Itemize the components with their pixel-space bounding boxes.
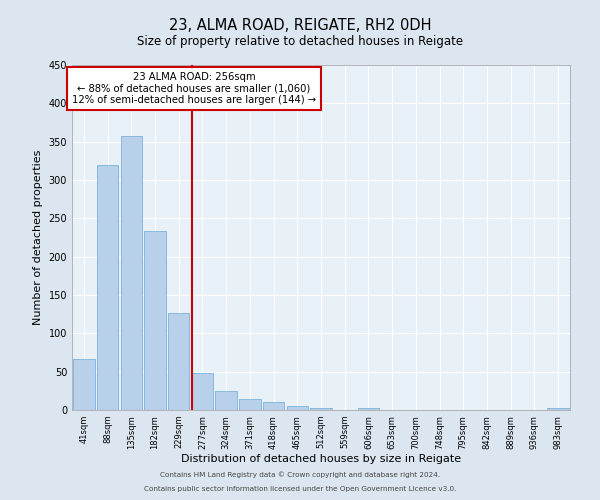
Text: Contains HM Land Registry data © Crown copyright and database right 2024.: Contains HM Land Registry data © Crown c… [160, 471, 440, 478]
X-axis label: Distribution of detached houses by size in Reigate: Distribution of detached houses by size … [181, 454, 461, 464]
Bar [215, 391, 237, 410]
Bar [168, 314, 190, 410]
Bar [263, 402, 284, 410]
Bar [239, 398, 260, 410]
Text: 23, ALMA ROAD, REIGATE, RH2 0DH: 23, ALMA ROAD, REIGATE, RH2 0DH [169, 18, 431, 32]
Bar [192, 373, 213, 410]
Bar [547, 408, 569, 410]
Bar [358, 408, 379, 410]
Text: Contains public sector information licensed under the Open Government Licence v3: Contains public sector information licen… [144, 486, 456, 492]
Text: Size of property relative to detached houses in Reigate: Size of property relative to detached ho… [137, 35, 463, 48]
Bar [73, 358, 95, 410]
Bar [310, 408, 332, 410]
Bar [121, 136, 142, 410]
Bar [287, 406, 308, 410]
Y-axis label: Number of detached properties: Number of detached properties [33, 150, 43, 325]
Bar [97, 164, 118, 410]
Text: 23 ALMA ROAD: 256sqm
← 88% of detached houses are smaller (1,060)
12% of semi-de: 23 ALMA ROAD: 256sqm ← 88% of detached h… [72, 72, 316, 105]
Bar [145, 230, 166, 410]
